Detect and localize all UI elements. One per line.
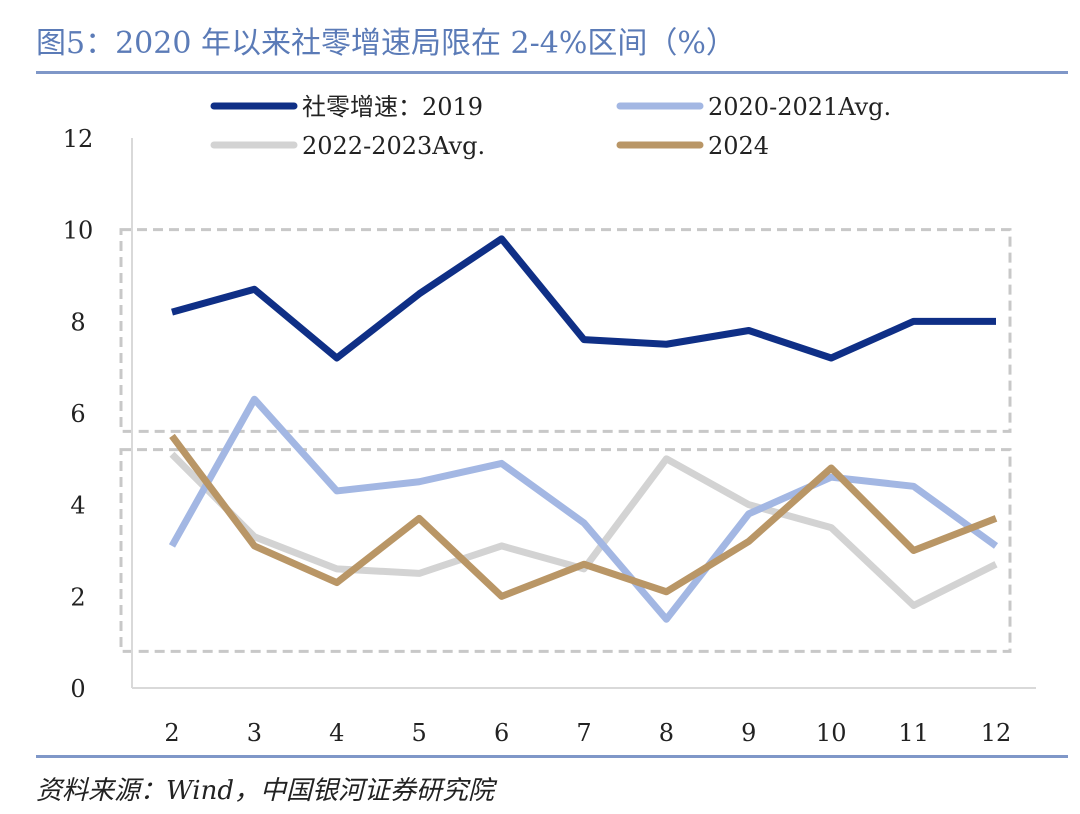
y-tick-label: 6 bbox=[70, 400, 85, 428]
axes: 0 2 4 6 8 10 12 2 3 4 5 6 7 8 9 10 11 12 bbox=[63, 125, 1036, 747]
chart-title: 图5：2020 年以来社零增速局限在 2-4%区间（%） bbox=[36, 26, 736, 61]
bottom-divider bbox=[36, 755, 1068, 758]
series-lines bbox=[168, 235, 999, 623]
series-line-3 bbox=[169, 451, 998, 609]
legend-label: 2024 bbox=[708, 132, 769, 160]
y-tick-label: 0 bbox=[70, 675, 85, 703]
x-tick-label: 8 bbox=[659, 719, 674, 747]
y-tick-label: 4 bbox=[70, 492, 85, 520]
series-line-2 bbox=[168, 395, 999, 623]
x-tick-label: 7 bbox=[576, 719, 591, 747]
y-tick-label: 8 bbox=[70, 308, 85, 336]
dashed-range-box-2 bbox=[119, 448, 1012, 653]
annotation-boxes bbox=[119, 228, 1012, 653]
y-tick-label: 10 bbox=[63, 217, 94, 245]
source-note: 资料来源：Wind，中国银河证券研究院 bbox=[36, 776, 494, 806]
x-tick-label: 10 bbox=[816, 719, 847, 747]
x-tick-label: 5 bbox=[412, 719, 427, 747]
x-tick-label: 11 bbox=[898, 719, 929, 747]
x-tick-label: 6 bbox=[494, 719, 509, 747]
top-divider bbox=[36, 71, 1068, 74]
legend: 社零增速：2019 2020-2021Avg. 2022-2023Avg. 2024 bbox=[210, 93, 891, 160]
series-line-1 bbox=[171, 235, 996, 362]
legend-label: 社零增速：2019 bbox=[302, 93, 483, 121]
legend-label: 2020-2021Avg. bbox=[708, 93, 891, 121]
dashed-range-box-1 bbox=[119, 228, 1012, 433]
x-tick-label: 9 bbox=[741, 719, 756, 747]
series-line-4 bbox=[169, 433, 998, 600]
x-tick-label: 4 bbox=[329, 719, 344, 747]
x-tick-label: 12 bbox=[981, 719, 1012, 747]
y-tick-label: 2 bbox=[70, 583, 85, 611]
y-tick-label: 12 bbox=[63, 125, 94, 153]
x-tick-label: 2 bbox=[164, 719, 179, 747]
x-tick-label: 3 bbox=[247, 719, 262, 747]
legend-label: 2022-2023Avg. bbox=[302, 132, 485, 160]
